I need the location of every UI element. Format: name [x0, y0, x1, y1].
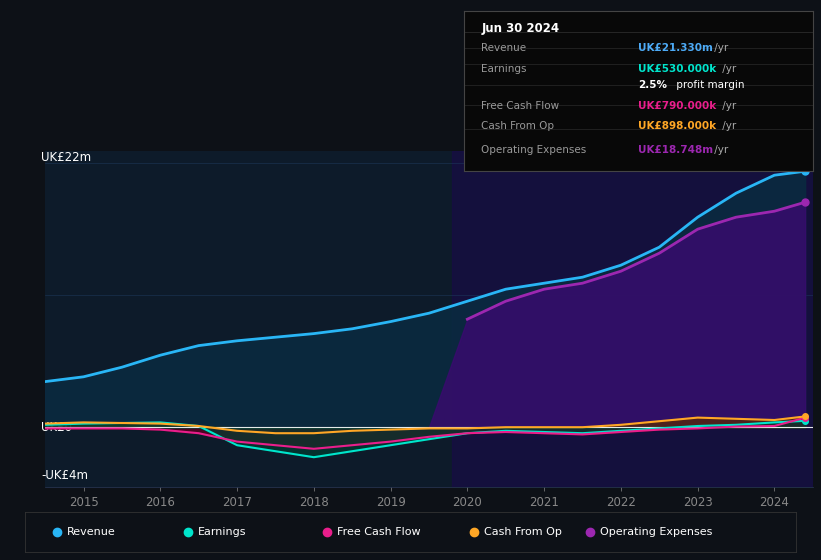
- Bar: [452, 151, 813, 487]
- Text: Operating Expenses: Operating Expenses: [599, 527, 712, 537]
- Text: Jun 30 2024: Jun 30 2024: [481, 22, 559, 35]
- Text: /yr: /yr: [718, 122, 736, 132]
- Text: UK£898.000k: UK£898.000k: [639, 122, 717, 132]
- Text: Revenue: Revenue: [481, 43, 526, 53]
- Text: Earnings: Earnings: [481, 64, 527, 74]
- Text: Cash From Op: Cash From Op: [484, 527, 562, 537]
- Text: -UK£4m: -UK£4m: [41, 469, 89, 482]
- Text: /yr: /yr: [711, 145, 728, 155]
- Text: Free Cash Flow: Free Cash Flow: [337, 527, 421, 537]
- Text: UK£22m: UK£22m: [41, 151, 91, 164]
- Text: /yr: /yr: [711, 43, 728, 53]
- Text: /yr: /yr: [718, 64, 736, 74]
- Text: Free Cash Flow: Free Cash Flow: [481, 101, 559, 110]
- Text: UK£790.000k: UK£790.000k: [639, 101, 717, 110]
- Text: UK£18.748m: UK£18.748m: [639, 145, 713, 155]
- Text: profit margin: profit margin: [673, 80, 745, 90]
- Text: UK£21.330m: UK£21.330m: [639, 43, 713, 53]
- Text: Revenue: Revenue: [67, 527, 116, 537]
- Text: Earnings: Earnings: [199, 527, 247, 537]
- Text: UK£0: UK£0: [41, 421, 72, 433]
- Text: /yr: /yr: [718, 101, 736, 110]
- Text: UK£530.000k: UK£530.000k: [639, 64, 717, 74]
- Text: Operating Expenses: Operating Expenses: [481, 145, 586, 155]
- Text: Cash From Op: Cash From Op: [481, 122, 554, 132]
- Text: 2.5%: 2.5%: [639, 80, 667, 90]
